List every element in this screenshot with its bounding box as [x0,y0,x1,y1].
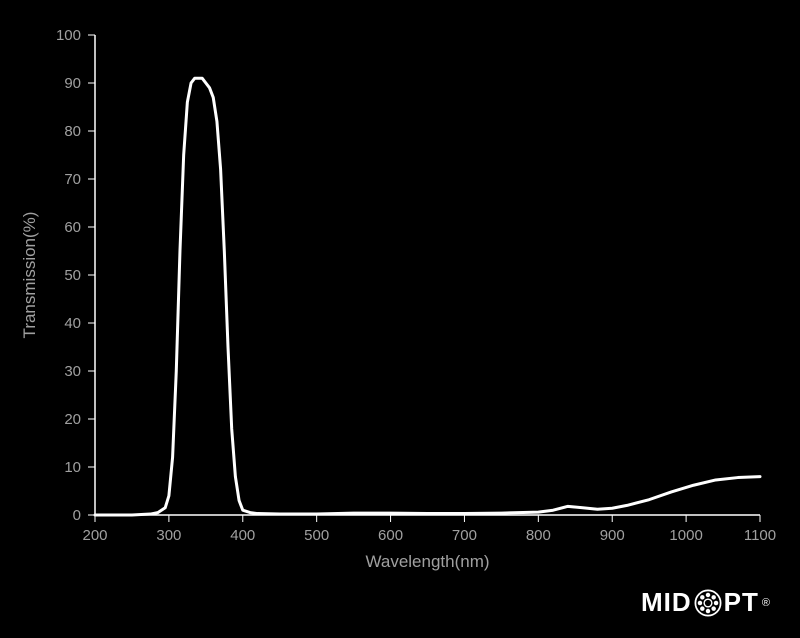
y-tick-label: 30 [64,363,81,380]
x-tick-label: 1000 [669,527,702,544]
brand-logo: MID PT ® [641,587,770,618]
logo-registered: ® [762,597,770,609]
x-tick-label: 600 [378,527,403,544]
y-tick-label: 80 [64,123,81,140]
y-tick-label: 70 [64,171,81,188]
y-tick-label: 90 [64,75,81,92]
y-tick-label: 20 [64,411,81,428]
x-tick-label: 500 [304,527,329,544]
x-tick-label: 400 [230,527,255,544]
x-tick-label: 300 [156,527,181,544]
logo-prefix: MID [641,587,692,618]
y-tick-label: 100 [56,27,81,44]
y-axis-label: Transmission(%) [20,212,39,339]
x-axis-label: Wavelength(nm) [365,552,489,571]
y-tick-label: 40 [64,315,81,332]
y-tick-label: 60 [64,219,81,236]
y-tick-label: 50 [64,267,81,284]
x-tick-label: 200 [82,527,107,544]
transmission-chart: 200 300 400 500 600 700 800 900 1000 1100 0 10 20 30 4… [0,0,800,638]
x-tick-label: 700 [452,527,477,544]
x-tick-label: 1100 [744,527,776,544]
x-tick-label: 800 [526,527,551,544]
logo-suffix: PT [724,587,759,618]
y-tick-label: 10 [64,459,81,476]
logo-icon [694,589,722,617]
chart-container: 200 300 400 500 600 700 800 900 1000 1100 0 10 20 30 4… [0,0,800,638]
transmission-curve [95,78,760,515]
x-tick-label: 900 [600,527,625,544]
y-tick-label: 0 [73,507,81,524]
